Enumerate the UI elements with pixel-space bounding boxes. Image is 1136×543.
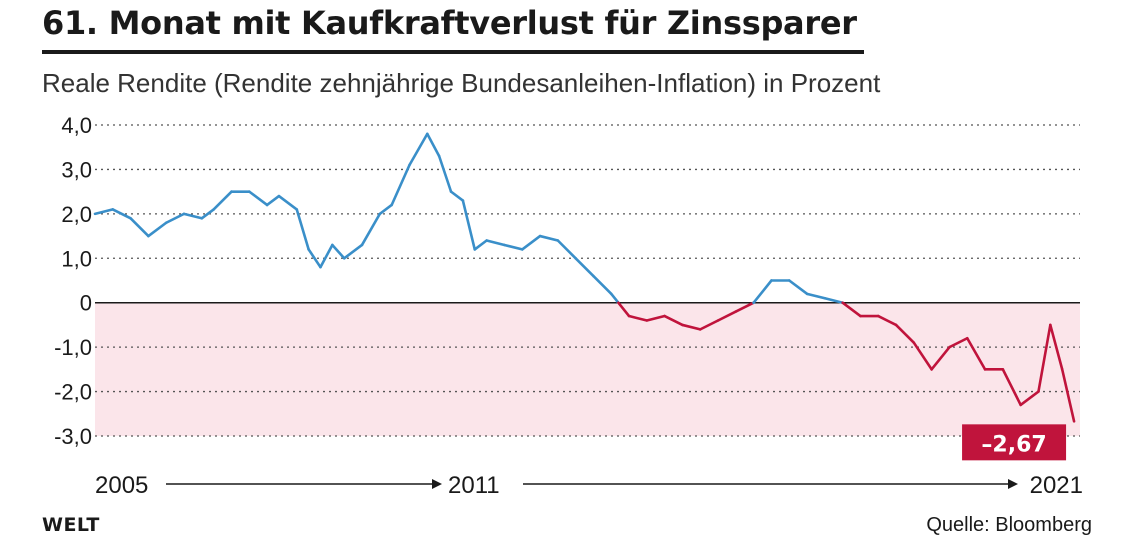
series-segment-negative [681, 323, 702, 331]
series-segment-positive [182, 212, 204, 220]
series-segment-negative [1001, 368, 1022, 407]
y-tick-label: 2,0 [61, 202, 92, 227]
y-tick-label: -2,0 [54, 380, 92, 405]
series-segment-negative [1037, 323, 1052, 393]
series-segment-positive [556, 239, 577, 260]
source-note: Quelle: Bloomberg [926, 514, 1092, 536]
series-segment-positive [200, 208, 215, 220]
series-segment-positive [787, 279, 809, 296]
series-segment-negative [912, 341, 933, 371]
series-segment-negative [627, 314, 649, 322]
series-segment-positive [295, 208, 310, 251]
y-tick-label: 3,0 [61, 157, 92, 182]
series-segment-positive [538, 234, 560, 242]
series-segment-negative [1019, 390, 1040, 407]
series-segment-positive [164, 212, 186, 225]
series-segment-negative [734, 301, 755, 313]
series-segment-positive [449, 190, 465, 202]
series-segment-positive [265, 194, 281, 207]
series-segment-positive [425, 132, 441, 158]
series-segment-positive [378, 203, 393, 216]
series-segment-positive [485, 239, 506, 247]
y-tick-label: 1,0 [61, 246, 92, 271]
timeline-arrow-head [432, 479, 442, 489]
page-title: 61. Monat mit Kaufkraftverlust für Zinss… [42, 4, 857, 42]
brand-logo: WELT [42, 514, 100, 536]
chart-subtitle: Reale Rendite (Rendite zehnjährige Bunde… [42, 68, 881, 98]
series-segment-positive [307, 248, 322, 269]
series-segment-negative [1060, 368, 1076, 423]
series-segment-positive [823, 296, 844, 305]
series-segment-positive [520, 234, 542, 251]
series-segment-negative [948, 336, 969, 349]
series-segment-positive [805, 292, 827, 300]
series-segment-positive [247, 190, 269, 207]
series-segment-positive [277, 194, 299, 211]
title-underline [42, 50, 864, 54]
series-segment-positive [390, 163, 411, 207]
series-segment-negative [716, 310, 738, 322]
x-axis-label: 2005 [95, 472, 148, 499]
last-value-box [962, 424, 1067, 461]
series-segment-positive [319, 243, 334, 269]
series-segment-positive [609, 292, 620, 305]
series-segment-positive [360, 212, 382, 247]
series-segment-negative [663, 314, 684, 327]
series-segment-negative [1049, 323, 1064, 371]
series-segment-positive [574, 256, 595, 278]
series-segment-positive [752, 279, 773, 305]
timeline-arrow-head [1008, 479, 1018, 489]
y-tick-label: -3,0 [54, 424, 92, 449]
y-tick-label: 4,0 [61, 113, 92, 138]
x-axis-label: 2021 [1030, 472, 1083, 499]
series-segment-negative [698, 319, 720, 331]
series-segment-positive [111, 208, 132, 220]
series-segment-positive [592, 274, 613, 296]
y-tick-label: 0 [80, 291, 92, 316]
series-segment-positive [503, 243, 524, 251]
series-segment-negative [876, 314, 898, 327]
negative-range-band [95, 302, 1080, 436]
series-segment-negative [930, 345, 951, 371]
series-segment-positive [342, 243, 364, 260]
series-segment-positive [212, 190, 233, 211]
series-segment-positive [408, 132, 429, 167]
y-tick-label: -1,0 [54, 335, 92, 360]
series-segment-negative [894, 323, 916, 345]
series-segment-positive [437, 154, 453, 193]
last-value-label: –2,67 [981, 432, 1046, 457]
series-segment-negative [617, 301, 631, 318]
series-segment-negative [841, 301, 862, 318]
series-segment-positive [147, 221, 168, 238]
series-segment-positive [461, 199, 477, 251]
series-segment-positive [331, 243, 346, 260]
series-segment-positive [129, 217, 150, 238]
series-segment-positive [93, 208, 115, 216]
series-segment-negative [965, 336, 987, 371]
series-segment-positive [473, 239, 488, 251]
series-segment-negative [645, 314, 666, 322]
x-axis-label: 2011 [448, 472, 500, 499]
